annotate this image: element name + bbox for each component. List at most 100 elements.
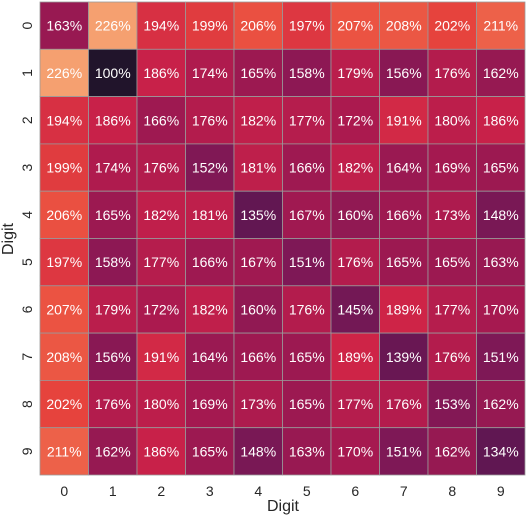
heatmap-cell (136, 238, 186, 287)
cell-value-label: 169% (192, 396, 228, 412)
cell-value-label: 134% (483, 443, 519, 459)
cell-value-label: 179% (337, 65, 373, 81)
y-tick-labels: 0 1 2 3 4 5 6 7 8 9 (19, 22, 35, 456)
cell-value-label: 199% (46, 160, 82, 176)
cell-value-label: 151% (386, 443, 422, 459)
heatmap-cell (233, 332, 283, 381)
cell-value-label: 186% (143, 65, 179, 81)
cell-value-label: 182% (240, 112, 276, 128)
cell-value-label: 164% (386, 160, 422, 176)
x-tick-label: 3 (206, 483, 214, 499)
cell-value-label: 191% (386, 112, 422, 128)
cell-value-label: 177% (289, 112, 325, 128)
heatmap-cell (330, 96, 380, 145)
y-tick-label: 6 (19, 305, 35, 313)
cell-value-label: 189% (386, 301, 422, 317)
cell-value-label: 169% (434, 160, 470, 176)
heatmap-cell (39, 379, 89, 429)
x-tick-label: 8 (448, 483, 456, 499)
cell-value-label: 176% (289, 301, 325, 317)
heatmap-cell (39, 1, 89, 50)
heatmap-cell (282, 427, 332, 476)
cell-value-label: 194% (143, 18, 179, 34)
heatmap-cell (39, 285, 89, 334)
x-tick-label: 9 (497, 483, 505, 499)
cell-value-label: 180% (143, 396, 179, 412)
cell-value-label: 160% (337, 207, 373, 223)
y-tick-label: 8 (19, 400, 35, 408)
heatmap-cell (330, 190, 380, 239)
cell-value-label: 158% (95, 254, 131, 270)
heatmap-cell (427, 285, 477, 334)
cell-value-label: 211% (483, 18, 518, 34)
cell-value-label: 165% (386, 254, 422, 270)
cell-value-label: 148% (240, 443, 276, 459)
cell-value-label: 186% (95, 112, 131, 128)
cell-value-label: 152% (192, 160, 228, 176)
heatmap-cell (476, 96, 526, 145)
heatmap-cell (136, 96, 186, 145)
heatmap-cell (39, 427, 89, 476)
heatmap-cell (282, 238, 332, 287)
heatmap-cell (476, 427, 526, 476)
cell-value-label: 176% (337, 254, 373, 270)
cell-value-label: 163% (46, 18, 82, 34)
cell-value-label: 211% (47, 443, 82, 459)
heatmap-cell (427, 48, 477, 97)
cell-value-label: 164% (192, 349, 228, 365)
heatmap-cell (379, 379, 429, 429)
y-tick-label: 5 (19, 258, 35, 266)
heatmap-cell (379, 190, 429, 239)
cell-value-label: 173% (434, 207, 470, 223)
x-tick-label: 6 (351, 483, 359, 499)
cell-value-label: 186% (483, 112, 519, 128)
heatmap-cell (136, 332, 186, 381)
cell-value-label: 167% (240, 254, 276, 270)
heatmap-cell (476, 332, 526, 381)
cell-value-label: 176% (434, 349, 470, 365)
heatmap-cell (88, 1, 138, 50)
cell-value-label: 191% (143, 349, 179, 365)
cell-value-label: 151% (483, 349, 519, 365)
heatmap-cell (88, 96, 138, 145)
cell-value-label: 206% (240, 18, 276, 34)
cell-value-label: 186% (143, 443, 179, 459)
heatmap-cell (88, 379, 138, 429)
cell-value-label: 166% (240, 349, 276, 365)
heatmap-cell (185, 48, 235, 97)
heatmap-cell (427, 427, 477, 476)
cell-value-label: 162% (483, 65, 519, 81)
cell-value-label: 202% (46, 396, 82, 412)
heatmap-cell (233, 96, 283, 145)
heatmap-cell (476, 379, 526, 429)
heatmap-cell (427, 332, 477, 381)
cell-value-label: 197% (289, 18, 325, 34)
heatmap-cell (282, 48, 332, 97)
heatmap-cell (330, 143, 380, 192)
heatmap-cell (476, 285, 526, 334)
heatmap-cell (282, 143, 332, 192)
x-tick-label: 4 (254, 483, 262, 499)
y-tick-label: 9 (19, 447, 35, 455)
heatmap-cell (427, 379, 477, 429)
cell-value-label: 177% (434, 301, 470, 317)
heatmap-cell (379, 96, 429, 145)
cell-value-label: 181% (240, 160, 276, 176)
cell-value-label: 170% (337, 443, 373, 459)
heatmap-cell (379, 427, 429, 476)
cell-value-label: 206% (46, 207, 82, 223)
heatmap-cell (185, 238, 235, 287)
heatmap-cell (233, 427, 283, 476)
y-tick-label: 4 (19, 211, 35, 219)
cell-value-label: 177% (143, 254, 179, 270)
cell-value-label: 197% (46, 254, 82, 270)
heatmap-cell (88, 427, 138, 476)
heatmap-cell (379, 332, 429, 381)
heatmap-cell (185, 332, 235, 381)
heatmap-cell (136, 427, 186, 476)
cell-value-label: 162% (434, 443, 470, 459)
cell-value-label: 172% (337, 112, 373, 128)
cell-value-label: 165% (95, 207, 131, 223)
cell-value-label: 165% (483, 160, 519, 176)
cell-value-label: 163% (483, 254, 519, 270)
